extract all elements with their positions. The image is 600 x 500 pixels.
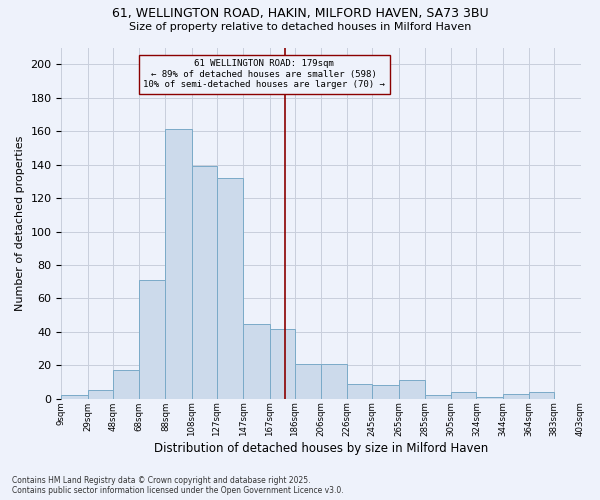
Text: Size of property relative to detached houses in Milford Haven: Size of property relative to detached ho…	[129, 22, 471, 32]
Bar	[321, 364, 347, 399]
Bar	[398, 380, 425, 399]
Bar	[503, 394, 529, 399]
Bar	[269, 328, 295, 399]
Bar	[217, 178, 243, 399]
Text: 61 WELLINGTON ROAD: 179sqm
← 89% of detached houses are smaller (598)
10% of sem: 61 WELLINGTON ROAD: 179sqm ← 89% of deta…	[143, 59, 385, 89]
Bar	[581, 397, 600, 399]
Bar	[451, 392, 476, 399]
Bar	[192, 166, 217, 399]
Bar	[166, 130, 192, 399]
Text: 61, WELLINGTON ROAD, HAKIN, MILFORD HAVEN, SA73 3BU: 61, WELLINGTON ROAD, HAKIN, MILFORD HAVE…	[112, 8, 488, 20]
Bar	[425, 396, 451, 399]
Text: Contains HM Land Registry data © Crown copyright and database right 2025.
Contai: Contains HM Land Registry data © Crown c…	[12, 476, 344, 495]
Bar	[139, 280, 166, 399]
Bar	[347, 384, 373, 399]
Bar	[113, 370, 139, 399]
Bar	[243, 324, 269, 399]
Y-axis label: Number of detached properties: Number of detached properties	[15, 136, 25, 311]
Bar	[529, 392, 554, 399]
Bar	[61, 396, 88, 399]
Bar	[373, 386, 398, 399]
Bar	[88, 390, 113, 399]
X-axis label: Distribution of detached houses by size in Milford Haven: Distribution of detached houses by size …	[154, 442, 488, 455]
Bar	[476, 397, 503, 399]
Bar	[295, 364, 321, 399]
